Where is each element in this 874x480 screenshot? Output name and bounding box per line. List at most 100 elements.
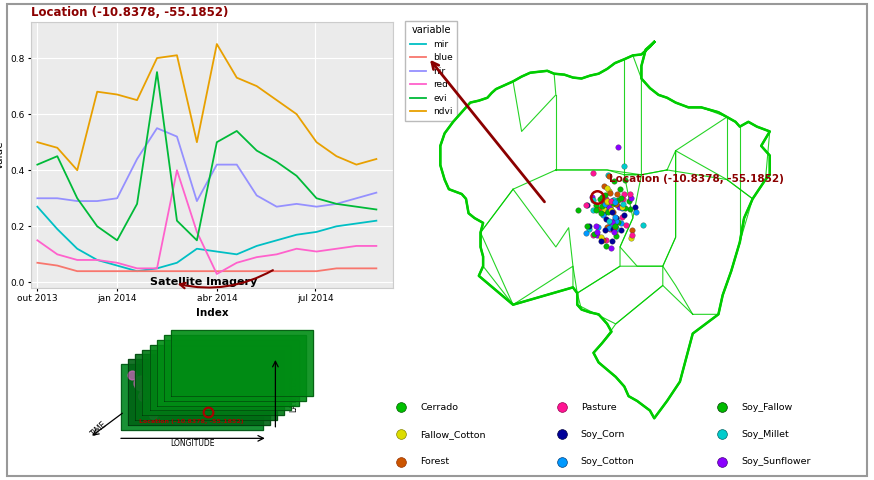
mir [92,257,102,263]
blue [92,268,102,274]
mir [232,252,242,257]
red [212,271,222,277]
evi [331,201,342,207]
nir [152,125,163,131]
blue [371,265,382,271]
mir [171,260,182,265]
evi [252,148,262,154]
mir [32,204,43,210]
Text: LATITUDE: LATITUDE [289,375,298,412]
nir [92,198,102,204]
blue [152,268,163,274]
nir [291,201,302,207]
Line: red: red [38,170,377,274]
nir [132,156,142,162]
red [132,265,142,271]
nir [272,204,282,210]
red [152,265,163,271]
ndvi [112,92,122,97]
Line: mir: mir [38,207,377,271]
blue [191,268,202,274]
ndvi [191,139,202,145]
blue [311,268,322,274]
mir [331,223,342,229]
Text: Cerrado: Cerrado [420,403,459,412]
ndvi [252,83,262,89]
nir [351,195,362,201]
red [371,243,382,249]
mir [351,221,362,227]
Y-axis label: value: value [0,141,5,169]
Line: ndvi: ndvi [38,44,377,170]
X-axis label: Index: Index [196,308,228,318]
ndvi [32,139,43,145]
Text: Soy_Fallow: Soy_Fallow [741,403,793,412]
mir [311,229,322,235]
Legend: mir, blue, nir, red, evi, ndvi: mir, blue, nir, red, evi, ndvi [405,21,457,121]
red [331,246,342,252]
nir [311,204,322,210]
blue [32,260,43,265]
evi [32,162,43,168]
evi [112,238,122,243]
red [171,168,182,173]
blue [291,268,302,274]
Polygon shape [121,364,262,430]
blue [232,268,242,274]
mir [371,218,382,224]
mir [291,232,302,238]
Polygon shape [164,335,306,401]
ndvi [212,41,222,47]
ndvi [92,89,102,95]
Text: LONGITUDE: LONGITUDE [170,439,215,448]
Polygon shape [156,340,299,406]
red [191,229,202,235]
evi [351,204,362,210]
red [252,254,262,260]
blue [52,263,63,268]
evi [171,218,182,224]
red [52,252,63,257]
blue [272,268,282,274]
red [32,238,43,243]
Text: Soy_Sunflower: Soy_Sunflower [741,457,810,466]
nir [212,162,222,168]
blue [72,268,82,274]
ndvi [351,162,362,168]
Text: Forest: Forest [420,457,450,466]
Polygon shape [440,42,770,418]
ndvi [232,75,242,81]
blue [171,268,182,274]
nir [252,192,262,198]
mir [72,246,82,252]
red [311,249,322,254]
blue [351,265,362,271]
mir [132,268,142,274]
evi [72,195,82,201]
red [291,246,302,252]
blue [212,268,222,274]
ndvi [291,111,302,117]
nir [371,190,382,195]
nir [191,198,202,204]
blue [331,265,342,271]
mir [252,243,262,249]
Text: Location (-10.8378, -55.1852): Location (-10.8378, -55.1852) [608,174,784,184]
mir [191,246,202,252]
nir [112,195,122,201]
Text: Soy_Cotton: Soy_Cotton [581,457,635,466]
ndvi [371,156,382,162]
red [232,260,242,265]
nir [171,134,182,140]
Text: Soy_Corn: Soy_Corn [581,430,625,439]
evi [371,206,382,212]
Line: nir: nir [38,128,377,207]
evi [232,128,242,134]
Text: Pasture: Pasture [581,403,616,412]
evi [52,153,63,159]
red [92,257,102,263]
nir [331,201,342,207]
evi [212,139,222,145]
nir [232,162,242,168]
ndvi [331,153,342,159]
